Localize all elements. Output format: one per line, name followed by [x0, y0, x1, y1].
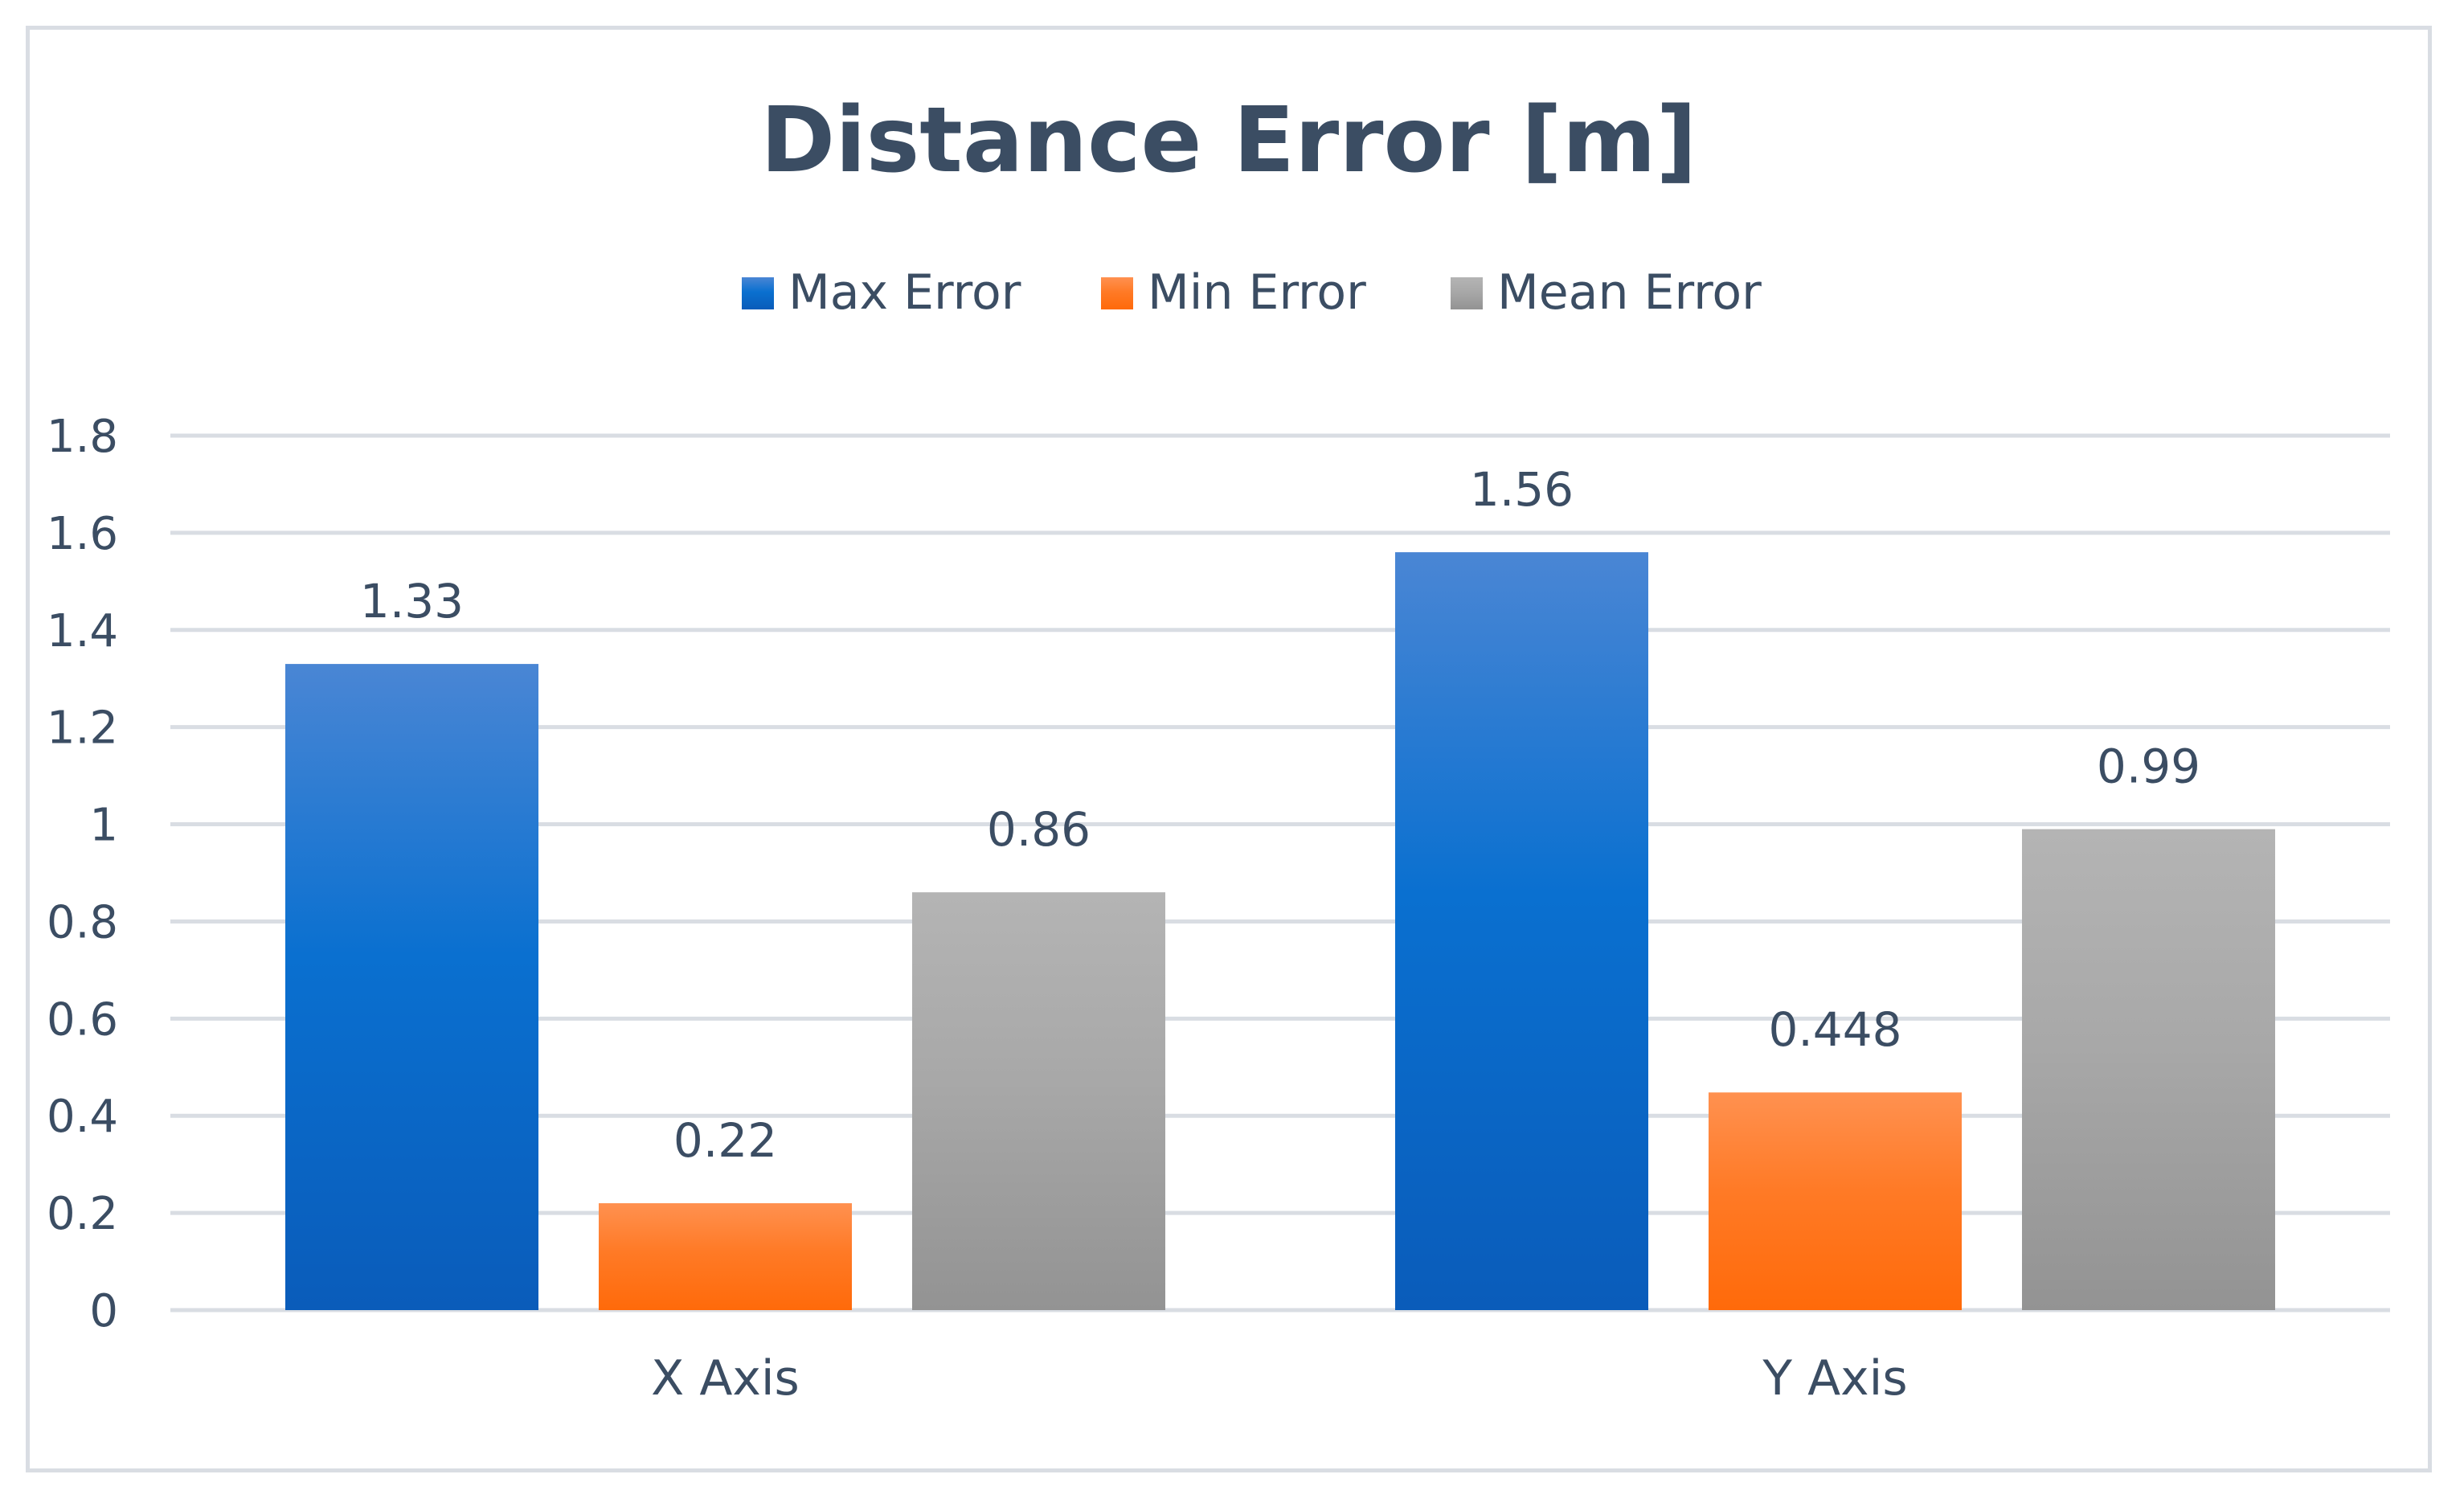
legend-label-mean-error: Mean Error: [1497, 264, 1762, 321]
bars: [285, 552, 2275, 1310]
bar-max-error-y-axis: [1395, 552, 1648, 1310]
data-label-mean-error-y-axis: 0.99: [2097, 739, 2200, 794]
x-category-label-x-axis: X Axis: [651, 1350, 800, 1407]
legend-swatch-min-error: [1101, 277, 1133, 309]
x-category-label-y-axis: Y Axis: [1762, 1350, 1907, 1407]
chart-title: Distance Error [m]: [760, 88, 1697, 193]
bar-mean-error-y-axis: [2022, 829, 2275, 1310]
y-tick-label: 1: [89, 800, 118, 852]
x-axis: X Axis Y Axis: [651, 1350, 1907, 1407]
y-tick-label: 0.2: [47, 1188, 118, 1240]
y-tick-label: 1.8: [47, 411, 118, 463]
y-tick-label: 0.6: [47, 993, 118, 1046]
data-label-min-error-y-axis: 0.448: [1768, 1002, 1901, 1057]
data-label-mean-error-x-axis: 0.86: [987, 802, 1091, 857]
bar-min-error-y-axis: [1709, 1092, 1962, 1310]
gridlines: [170, 433, 2390, 1313]
y-tick-label: 0.4: [47, 1091, 118, 1143]
legend-swatch-mean-error: [1451, 277, 1483, 309]
bar-mean-error-x-axis: [912, 892, 1165, 1310]
legend: Max Error Min Error Mean Error: [742, 264, 1762, 321]
y-axis: 0 0.2 0.4 0.6 0.8 1 1.2 1.4 1.6 1.8: [47, 411, 118, 1337]
data-label-min-error-x-axis: 0.22: [673, 1113, 777, 1168]
chart-frame: Distance Error [m] Max Error Min Error Mea…: [26, 26, 2432, 1472]
bar-min-error-x-axis: [599, 1203, 852, 1310]
legend-label-max-error: Max Error: [788, 264, 1021, 321]
bar-max-error-x-axis: [285, 664, 538, 1310]
bar-chart: Distance Error [m] Max Error Min Error Mea…: [47, 88, 2390, 1407]
y-tick-label: 1.2: [47, 702, 118, 755]
y-tick-label: 0.8: [47, 896, 118, 948]
y-tick-label: 1.6: [47, 508, 118, 560]
data-label-max-error-x-axis: 1.33: [360, 574, 464, 629]
data-label-max-error-y-axis: 1.56: [1470, 462, 1574, 517]
legend-swatch-max-error: [742, 277, 774, 309]
legend-label-min-error: Min Error: [1148, 264, 1366, 321]
data-labels: 1.33 0.22 0.86 1.56 0.448 0.99: [360, 462, 2200, 1168]
y-tick-label: 1.4: [47, 605, 118, 657]
y-tick-label: 0: [89, 1285, 118, 1337]
